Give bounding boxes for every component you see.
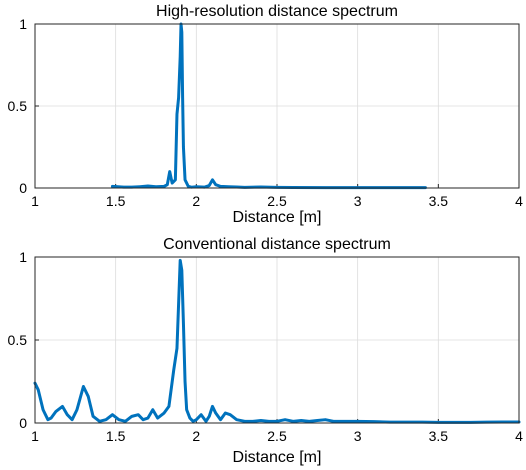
- x-tick-label: 2: [192, 193, 200, 209]
- x-tick-label: 2: [192, 428, 200, 444]
- x-tick-label: 2.5: [267, 428, 287, 444]
- series-line-0: [33, 258, 521, 424]
- x-tick-label: 1.5: [106, 428, 126, 444]
- y-tick-label: 0.5: [8, 332, 28, 348]
- x-tick-label: 3: [354, 193, 362, 209]
- series-line-0: [110, 22, 427, 190]
- x-tick-label: 3: [354, 428, 362, 444]
- x-axis-label: Distance [m]: [233, 209, 322, 226]
- chart-high-resolution-spectrum: High-resolution distance spectrum Distan…: [8, 3, 524, 226]
- axes-frame: [34, 256, 520, 424]
- x-tick-label: 3.5: [429, 428, 449, 444]
- chart-title: High-resolution distance spectrum: [156, 3, 398, 20]
- x-tick-label: 1.5: [106, 193, 126, 209]
- y-tick-label: 0: [19, 180, 27, 196]
- x-tick-label: 1: [31, 428, 39, 444]
- x-tick-label: 1: [31, 193, 39, 209]
- y-tick-label: 1: [19, 16, 27, 32]
- x-axis-label: Distance [m]: [233, 449, 322, 466]
- axes-frame: [34, 23, 520, 189]
- y-tick-label: 0.5: [8, 98, 28, 114]
- chart-conventional-spectrum: Conventional distance spectrum Distance …: [8, 236, 524, 466]
- y-tick-label: 0: [19, 415, 27, 431]
- x-tick-label: 3.5: [429, 193, 449, 209]
- chart-title: Conventional distance spectrum: [163, 236, 391, 253]
- x-tick-label: 4: [515, 193, 523, 209]
- x-tick-label: 2.5: [267, 193, 287, 209]
- y-tick-label: 1: [19, 249, 27, 265]
- x-tick-label: 4: [515, 428, 523, 444]
